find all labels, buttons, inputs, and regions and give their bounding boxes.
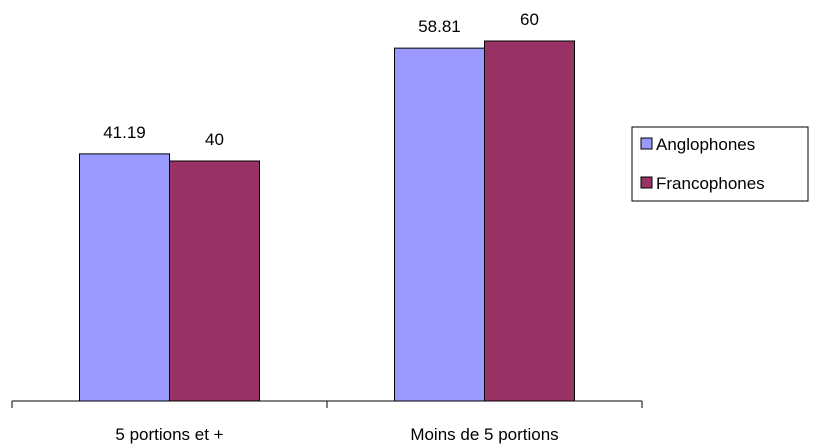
data-label-francophones-5-portions-et: 40 — [205, 130, 224, 149]
legend: Anglophones Francophones — [631, 126, 809, 202]
legend-frame — [631, 126, 809, 202]
x-tick-label-5-portions-et: 5 portions et + — [115, 425, 223, 444]
x-axis — [11, 400, 643, 408]
legend-swatch-francophones — [640, 176, 653, 189]
x-tick-label-moins-de-5-portions: Moins de 5 portions — [410, 425, 558, 444]
bars-group — [79, 40, 575, 402]
x-tick-labels: 5 portions et + Moins de 5 portions — [115, 425, 558, 444]
bar-francophones-5-portions-et — [169, 160, 260, 402]
data-label-francophones-moins-de-5-portions: 60 — [520, 10, 539, 29]
legend-entry-francophones: Francophones — [640, 174, 765, 193]
data-label-anglophones-5-portions-et: 41.19 — [103, 123, 146, 142]
bar-anglophones-5-portions-et — [79, 153, 170, 402]
bar-francophones-moins-de-5-portions — [484, 40, 575, 402]
legend-label-anglophones: Anglophones — [656, 135, 755, 154]
legend-swatch-anglophones — [640, 137, 653, 150]
data-labels-group: 41.19 40 58.81 60 — [103, 10, 539, 149]
legend-label-francophones: Francophones — [656, 174, 765, 193]
data-label-anglophones-moins-de-5-portions: 58.81 — [418, 17, 461, 36]
legend-entry-anglophones: Anglophones — [640, 135, 755, 154]
bar-anglophones-moins-de-5-portions — [394, 47, 485, 402]
